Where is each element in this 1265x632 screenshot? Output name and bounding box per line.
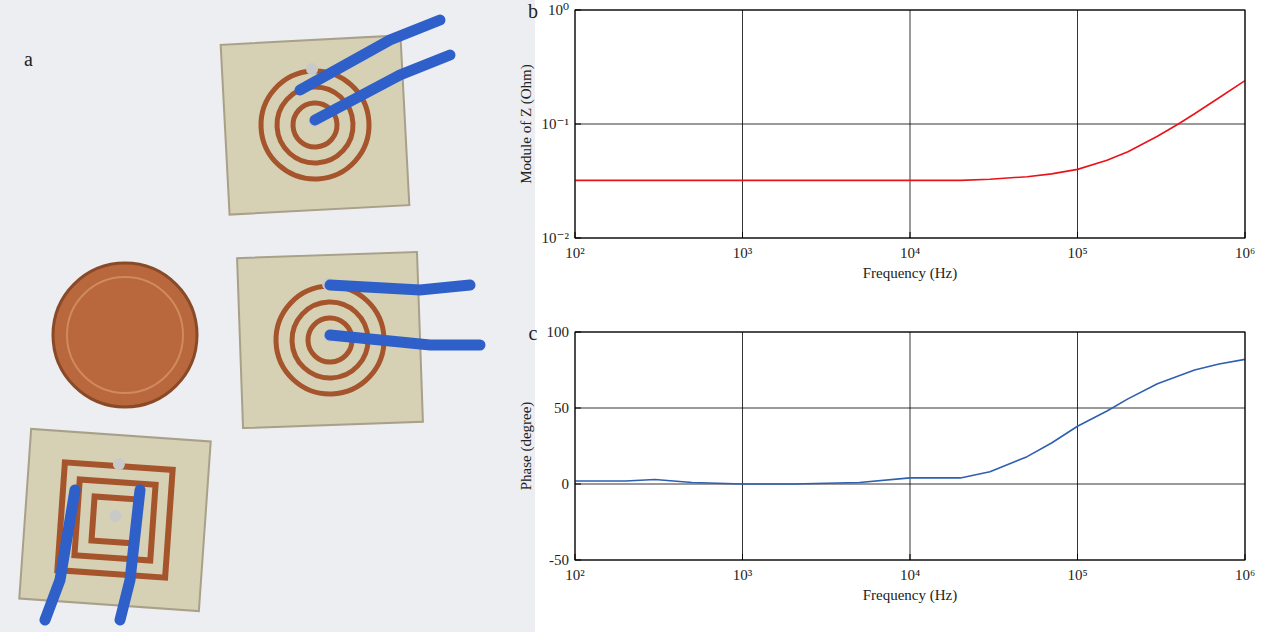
plot-background <box>575 332 1245 560</box>
pad <box>113 458 126 471</box>
x-tick-label: 10⁵ <box>1067 245 1087 261</box>
tick-mark <box>742 232 743 238</box>
x-tick-label: 10⁶ <box>1235 245 1255 261</box>
plot-frame <box>575 10 1245 238</box>
tick-mark <box>742 554 743 560</box>
y-tick-label: 10⁰ <box>548 2 569 18</box>
coin <box>53 263 197 407</box>
x-tick-label: 10⁶ <box>1235 567 1255 583</box>
panel-label: c <box>529 322 538 344</box>
photo-background <box>0 0 535 632</box>
wire <box>45 490 75 620</box>
plot-background <box>575 10 1245 238</box>
y-tick-label: 0 <box>562 476 570 492</box>
x-axis-title: Frequency (Hz) <box>863 587 958 604</box>
tick-mark <box>910 232 911 238</box>
x-tick-label: 10³ <box>733 245 753 261</box>
y-tick-label: 10⁻² <box>542 230 570 246</box>
grid-line <box>910 332 911 560</box>
x-tick-label: 10² <box>565 245 585 261</box>
grid-line <box>575 408 1245 409</box>
y-axis-title: Phase (degree) <box>518 402 535 491</box>
wire <box>330 285 470 290</box>
substrate <box>19 429 210 611</box>
data-group <box>575 81 1245 181</box>
panel-label: a <box>24 48 33 70</box>
wire <box>330 335 480 345</box>
tick-mark <box>575 408 581 409</box>
pad <box>109 510 122 523</box>
wire <box>120 490 140 620</box>
figure: a 10² 10³ 10⁴ 10⁵ 10⁶ 10⁻² 10⁻¹ 10⁰ Frequency (Hz… <box>0 0 1265 632</box>
grid-line <box>575 124 1245 125</box>
panel-label: b <box>528 0 538 22</box>
x-tick-label: 10⁴ <box>900 567 920 583</box>
tick-mark <box>910 554 911 560</box>
chart: 10² 10³ 10⁴ 10⁵ 10⁶ -50 0 50 100 Frequency (Hz) Ph… <box>518 322 1255 604</box>
x-axis-title: Frequency (Hz) <box>863 265 958 282</box>
chart: 10² 10³ 10⁴ 10⁵ 10⁶ 10⁻² 10⁻¹ 10⁰ Frequency (Hz)… <box>518 0 1255 282</box>
tick-mark <box>575 484 581 485</box>
tick-mark <box>1077 554 1078 560</box>
data-group <box>575 359 1245 484</box>
grid-line <box>575 484 1245 485</box>
pad <box>306 63 319 76</box>
grid-line <box>742 332 743 560</box>
sensor <box>19 429 210 611</box>
y-axis-title: Module of Z (Ohm) <box>518 64 535 184</box>
coin-rim <box>67 277 183 393</box>
grid-line <box>1077 332 1078 560</box>
wire <box>300 20 440 90</box>
y-tick-label: 10⁻¹ <box>542 116 569 132</box>
x-tick-label: 10³ <box>733 567 753 583</box>
x-tick-label: 10² <box>565 567 585 583</box>
x-tick-label: 10⁵ <box>1067 567 1087 583</box>
wire <box>315 55 450 120</box>
y-tick-label: -50 <box>549 552 569 568</box>
x-tick-label: 10⁴ <box>900 245 920 261</box>
tick-mark <box>575 124 581 125</box>
data-line <box>575 81 1245 181</box>
photo-panel <box>0 0 535 632</box>
tick-mark <box>1077 232 1078 238</box>
y-tick-label: 100 <box>547 324 570 340</box>
plot-frame <box>575 332 1245 560</box>
data-line <box>575 359 1245 484</box>
y-tick-label: 50 <box>554 400 569 416</box>
